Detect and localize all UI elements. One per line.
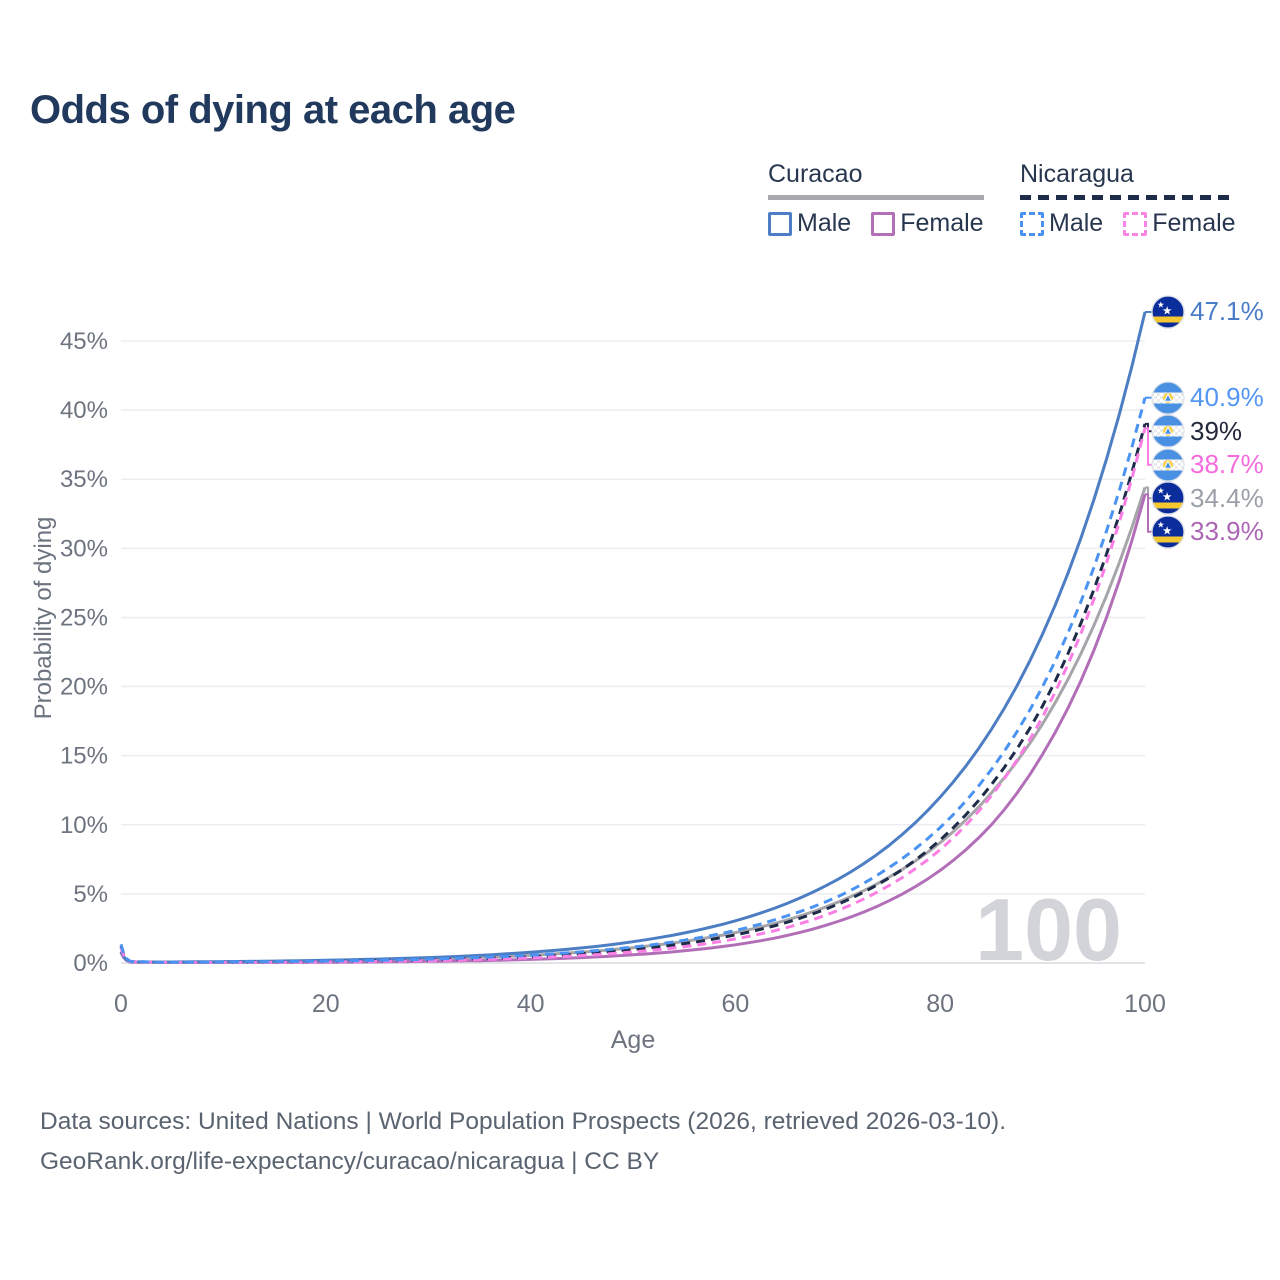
x-tick-label: 0	[114, 990, 128, 1018]
svg-text:★: ★	[1157, 519, 1165, 529]
end-label-curacao-female: ★ ★ 33.9%	[1151, 515, 1264, 549]
legend-item-nicaragua-female[interactable]: Female	[1123, 209, 1236, 238]
y-tick-label: 0%	[73, 950, 108, 977]
y-tick-label: 10%	[60, 812, 108, 839]
x-tick-label: 40	[517, 990, 545, 1018]
svg-text:★: ★	[1162, 305, 1172, 317]
legend-heading-curacao[interactable]: Curacao	[768, 160, 984, 200]
curacao-flag-icon: ★★	[1151, 515, 1185, 549]
end-label-nicaragua-male: 40.9%	[1151, 381, 1264, 415]
y-tick-label: 5%	[73, 881, 108, 908]
series-line-nicaragua-male[interactable]	[119, 397, 1147, 964]
y-tick-label: 40%	[60, 397, 108, 424]
legend-label-curacao-female: Female	[900, 209, 984, 237]
y-tick-label: 45%	[60, 328, 108, 355]
y-tick-label: 30%	[60, 535, 108, 562]
legend-items-curacao: Male Female	[768, 209, 984, 238]
end-label-curacao-both-sexes: ★ ★ 34.4%	[1151, 481, 1264, 515]
y-tick-label: 25%	[60, 604, 108, 631]
legend-item-curacao-male[interactable]: Male	[768, 209, 851, 238]
legend-heading-nicaragua[interactable]: Nicaragua	[1020, 160, 1236, 200]
end-label-value: 38.7%	[1190, 449, 1264, 480]
legend-item-nicaragua-male[interactable]: Male	[1020, 209, 1103, 238]
curacao-flag-icon: ★★	[1151, 295, 1185, 329]
end-label-value: 34.4%	[1190, 482, 1264, 513]
x-tick-label: 20	[312, 990, 340, 1018]
end-label-curacao-male: ★ ★ 47.1%	[1151, 295, 1264, 329]
svg-text:★: ★	[1157, 299, 1165, 309]
nicaragua-total-line-swatch	[1020, 195, 1236, 200]
y-tick-label: 20%	[60, 674, 108, 701]
svg-text:★: ★	[1162, 492, 1172, 504]
attribution-link: GeoRank.org/life-expectancy/curacao/nica…	[40, 1148, 660, 1175]
nicaragua-female-swatch-icon	[1123, 211, 1148, 236]
end-label-nicaragua-female: 38.7%	[1151, 448, 1264, 482]
y-tick-label: 15%	[60, 743, 108, 770]
data-source-note: Data sources: United Nations | World Pop…	[40, 1108, 1007, 1135]
legend-item-curacao-female[interactable]: Female	[871, 209, 984, 238]
x-axis-title: Age	[610, 1026, 656, 1054]
legend-label-nicaragua-male: Male	[1049, 209, 1104, 237]
x-tick-label: 100	[1124, 990, 1166, 1018]
y-tick-label: 35%	[60, 466, 108, 493]
curacao-flag-icon: ★★	[1151, 481, 1185, 515]
x-tick-label: 80	[926, 990, 954, 1018]
label-leader-line	[1145, 493, 1152, 533]
curacao-female-swatch-icon	[871, 211, 896, 236]
svg-text:★: ★	[1157, 486, 1165, 496]
label-leader-line	[1145, 427, 1152, 466]
nicaragua-male-swatch-icon	[1020, 211, 1044, 236]
legend-heading-curacao-label: Curacao	[768, 160, 863, 188]
legend-label-nicaragua-female: Female	[1152, 209, 1236, 237]
curacao-male-swatch-icon	[768, 211, 792, 236]
legend-heading-nicaragua-label: Nicaragua	[1020, 160, 1134, 188]
age-watermark: 100	[975, 880, 1122, 979]
end-label-value: 33.9%	[1190, 516, 1264, 547]
y-axis-title: Probability of dying	[30, 516, 57, 720]
end-label-value: 39%	[1190, 415, 1243, 446]
svg-text:★: ★	[1162, 525, 1172, 537]
end-label-value: 40.9%	[1190, 382, 1264, 413]
page-title: Odds of dying at each age	[30, 88, 516, 132]
legend-group-nicaragua: Nicaragua Male Female	[1020, 160, 1236, 238]
nicaragua-flag-icon	[1151, 414, 1185, 448]
legend-group-curacao: Curacao Male Female	[768, 160, 984, 238]
x-tick-label: 60	[721, 990, 749, 1018]
curacao-total-line-swatch	[768, 195, 984, 200]
nicaragua-flag-icon	[1151, 381, 1185, 415]
nicaragua-flag-icon	[1151, 448, 1185, 482]
legend-label-curacao-male: Male	[797, 209, 852, 237]
end-label-value: 47.1%	[1190, 296, 1264, 327]
label-leader-line	[1145, 486, 1152, 500]
legend-items-nicaragua: Male Female	[1020, 209, 1236, 238]
end-label-nicaragua-both-sexes: 39%	[1151, 414, 1242, 448]
